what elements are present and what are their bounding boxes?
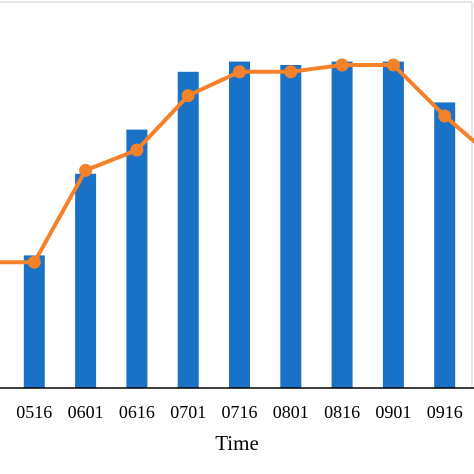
x-tick-label: 0616 [119, 402, 155, 422]
bar [23, 255, 45, 388]
x-tick-label: 0701 [170, 402, 206, 422]
bar [126, 129, 148, 388]
x-tick-label: 0916 [427, 402, 463, 422]
line-marker [181, 89, 195, 103]
line-marker [233, 65, 246, 79]
x-tick-label: 0716 [222, 402, 258, 422]
line-marker [27, 255, 41, 269]
x-tick-label: 0516 [16, 402, 52, 422]
x-tick-label: 0801 [273, 402, 309, 422]
line-marker [130, 143, 144, 157]
line-marker [335, 58, 349, 72]
x-tick-label: 0501 [0, 402, 1, 422]
x-tick-label: 0901 [375, 402, 411, 422]
bar [229, 61, 250, 388]
bar [382, 61, 404, 388]
x-tick-label: 0816 [324, 402, 360, 422]
bar [331, 61, 353, 388]
line-marker [284, 65, 298, 79]
x-axis-label: Time [215, 431, 259, 455]
bar [280, 65, 302, 388]
x-tick-label: 0601 [68, 402, 104, 422]
bar [177, 71, 199, 389]
line-marker [79, 163, 93, 177]
line-marker [386, 58, 400, 72]
bar [75, 173, 97, 388]
bar [434, 102, 456, 389]
line-marker [438, 109, 452, 123]
